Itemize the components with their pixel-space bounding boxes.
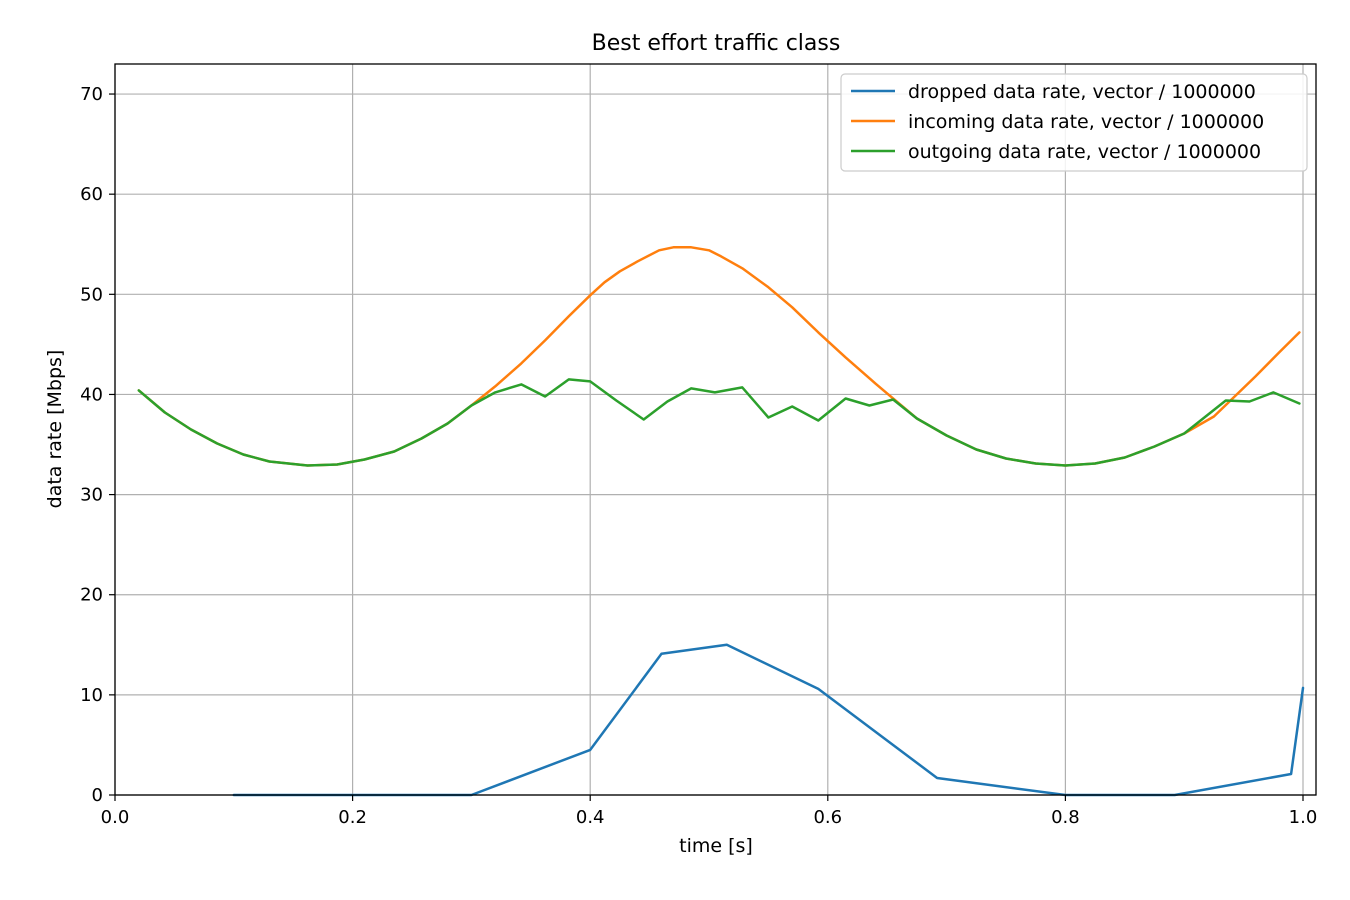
x-tick-label: 1.0 [1289, 807, 1318, 828]
x-tick-label: 0.6 [813, 807, 842, 828]
y-axis-label: data rate [Mbps] [44, 350, 66, 509]
x-tick-label: 0.4 [576, 807, 605, 828]
y-tick-label: 60 [80, 184, 103, 205]
legend: dropped data rate, vector / 1000000 incom… [840, 73, 1308, 172]
x-tick-label: 0.0 [101, 807, 130, 828]
y-tick-label: 30 [80, 485, 103, 506]
y-axis: 0 10 20 30 40 50 60 70 [80, 84, 115, 806]
plot-frame [114, 63, 1317, 796]
series-line-3 [137, 378, 1301, 467]
legend-label: dropped data rate, vector / 1000000 [908, 81, 1256, 103]
x-tick-label: 0.8 [1051, 807, 1080, 828]
y-tick-label: 0 [92, 785, 103, 806]
y-tick-label: 20 [80, 585, 103, 606]
legend-label: outgoing data rate, vector / 1000000 [908, 141, 1261, 163]
x-tick-label: 0.2 [338, 807, 367, 828]
y-tick-label: 10 [80, 685, 103, 706]
x-axis: 0.0 0.2 0.4 0.6 0.8 1.0 [101, 795, 1318, 828]
y-tick-label: 40 [80, 384, 103, 405]
legend-label: incoming data rate, vector / 1000000 [908, 111, 1264, 133]
grid [114, 64, 1316, 796]
y-tick-label: 70 [80, 84, 103, 105]
chart-title: Best effort traffic class [592, 31, 841, 56]
y-tick-label: 50 [80, 284, 103, 305]
legend-box [840, 73, 1308, 172]
x-axis-label: time [s] [679, 835, 753, 857]
